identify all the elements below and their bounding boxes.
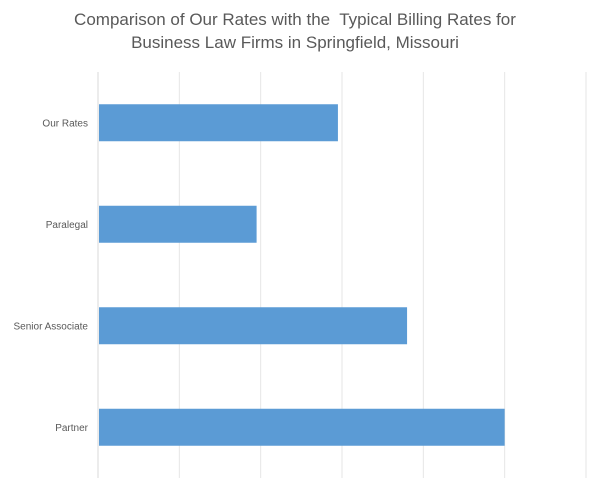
bar-senior-associate [99, 307, 408, 345]
chart-title: Comparison of Our Rates with the Typical… [20, 8, 570, 54]
chart-title-line-1: Comparison of Our Rates with the Typical… [74, 10, 516, 29]
category-label: Senior Associate [14, 321, 89, 332]
chart-title-line-2: Business Law Firms in Springfield, Misso… [131, 33, 459, 52]
bar-partner [99, 408, 505, 446]
bar-paralegal [99, 205, 257, 243]
category-label: Partner [55, 423, 88, 434]
category-label: Paralegal [46, 220, 88, 231]
category-label: Our Rates [42, 118, 88, 129]
bar-our-rates [99, 104, 338, 142]
